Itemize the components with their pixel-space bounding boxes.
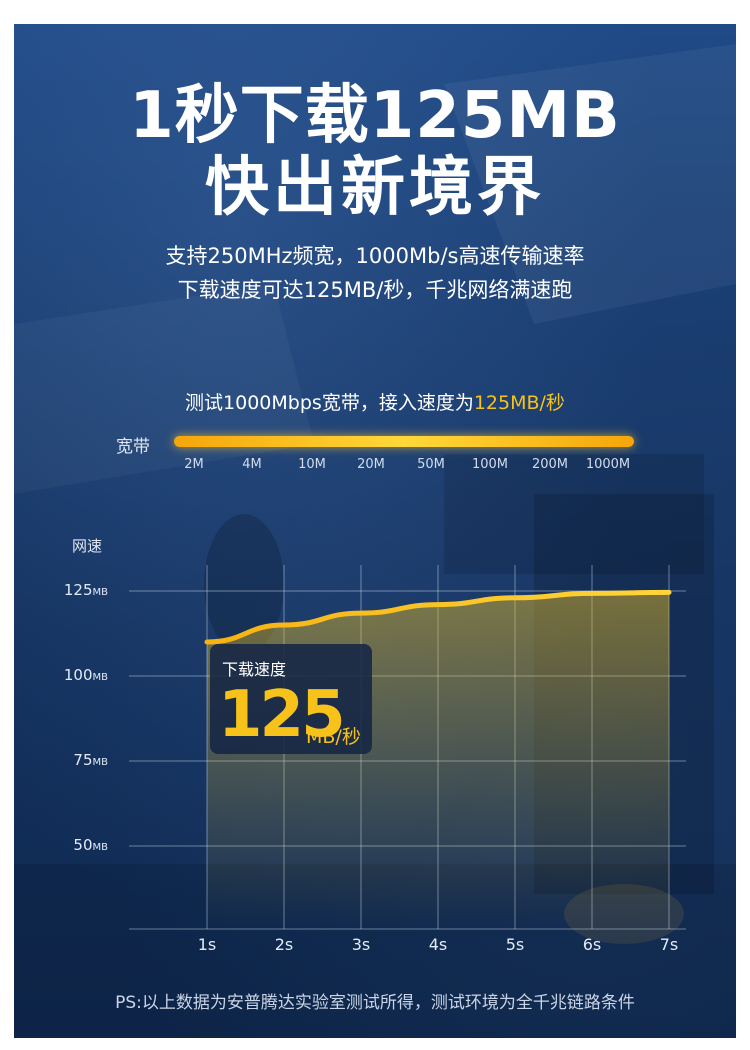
subtitle-line-1: 支持250MHz频宽，1000Mb/s高速传输速率 (165, 244, 585, 268)
callout-unit: MB/秒 (306, 726, 361, 748)
headline-line-2: 快出新境界 (205, 151, 545, 225)
bandwidth-tick: 50M (417, 457, 445, 472)
y-tick-label: 50MB (58, 836, 108, 854)
y-tick-label: 75MB (58, 751, 108, 769)
y-tick-unit: MB (92, 672, 109, 683)
x-tick-label: 3s (351, 935, 371, 954)
y-tick-value: 125 (63, 581, 93, 599)
headline-line-1: 1秒下载125MB (129, 79, 621, 153)
y-tick-value: 50 (73, 836, 93, 854)
y-tick-unit: MB (92, 587, 109, 598)
bandwidth-tick: 4M (242, 457, 262, 472)
y-tick-label: 100MB (58, 666, 108, 684)
y-tick-value: 100 (63, 666, 93, 684)
x-tick-label: 7s (659, 935, 679, 954)
subtitle-line-2: 下载速度可达125MB/秒，千兆网络满速跑 (177, 278, 573, 302)
bandwidth-tick: 1000M (585, 457, 631, 472)
x-tick-label: 6s (582, 935, 602, 954)
x-tick-label: 4s (428, 935, 448, 954)
bandwidth-bar (174, 436, 634, 447)
callout-label: 下载速度 (222, 660, 287, 679)
callout-value: 125 (218, 678, 346, 752)
bandwidth-tick: 20M (357, 457, 385, 472)
test-note-prefix: 测试1000Mbps宽带，接入速度为 (185, 392, 474, 414)
speed-line (204, 589, 672, 645)
x-tick-label: 5s (505, 935, 525, 954)
y-tick-unit: MB (92, 757, 109, 768)
speed-callout: 下载速度 125 MB/秒 (210, 644, 372, 754)
y-tick-label: 125MB (58, 581, 108, 599)
y-axis-title: 网速 (72, 537, 103, 555)
bandwidth-tick: 200M (531, 457, 569, 472)
test-note: 测试1000Mbps宽带，接入速度为125MB/秒 (14, 388, 736, 415)
bandwidth-tick: 2M (184, 457, 204, 472)
y-tick-value: 75 (73, 751, 93, 769)
promo-panel: 1秒下载125MB 快出新境界 支持250MHz频宽，1000Mb/s高速传输速… (14, 24, 736, 1038)
speed-chart (129, 565, 686, 930)
speed-area (207, 592, 669, 929)
x-tick-label: 2s (274, 935, 294, 954)
bandwidth-label: 宽带 (116, 437, 150, 457)
test-note-highlight: 125MB/秒 (473, 392, 565, 414)
bandwidth-tick: 10M (298, 457, 326, 472)
x-tick-label: 1s (197, 935, 217, 954)
y-tick-unit: MB (92, 842, 109, 853)
footnote: PS:以上数据为安普腾达实验室测试所得，测试环境为全千兆链路条件 (115, 993, 635, 1013)
bandwidth-tick: 100M (471, 457, 509, 472)
